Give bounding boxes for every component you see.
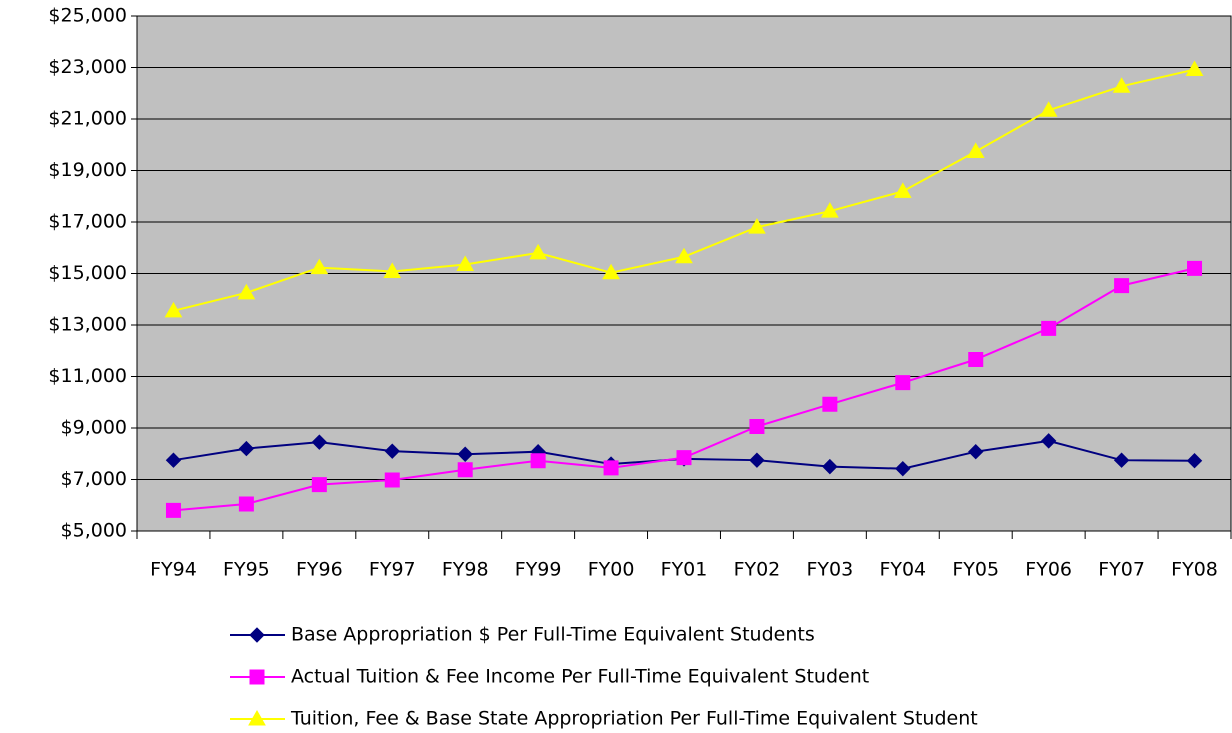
y-tick-label: $21,000 [48,108,127,130]
point-marker [165,452,182,468]
x-tick-label: FY97 [369,559,416,581]
point-marker [1041,320,1057,336]
y-tick-label: $11,000 [48,365,127,387]
x-tick-label: FY01 [661,559,708,581]
x-tick-label: FY02 [734,559,781,581]
point-marker [457,446,473,462]
point-marker [383,262,402,278]
point-marker [237,283,256,300]
point-marker [821,202,839,218]
point-marker [895,460,911,477]
point-marker [822,458,838,475]
legend-marker [249,627,265,643]
x-tick-label: FY08 [1171,559,1218,581]
x-tick-label: FY96 [296,559,343,581]
y-tick-label: $15,000 [48,262,127,284]
point-marker [311,434,328,450]
point-marker [749,452,765,468]
y-tick-label: $13,000 [48,314,127,336]
x-tick-label: FY06 [1025,559,1072,581]
point-marker [384,472,400,488]
point-marker [675,247,693,264]
legend-label: Tuition, Fee & Base State Appropriation … [290,708,978,730]
y-tick-label: $19,000 [48,159,127,181]
point-marker [529,243,547,260]
point-marker [895,375,911,391]
x-tick-label: FY05 [952,559,999,581]
legend-label: Base Appropriation $ Per Full-Time Equiv… [291,624,815,646]
x-tick-label: FY95 [223,559,270,581]
x-tick-label: FY07 [1098,559,1145,581]
point-marker [1039,101,1058,117]
point-marker [456,255,475,271]
point-marker [603,460,619,476]
point-marker [676,450,692,466]
point-marker [1187,260,1203,276]
legend-marker [248,709,266,726]
x-tick-label: FY94 [150,559,197,581]
point-marker [749,418,765,434]
point-marker [968,443,984,460]
point-marker [384,443,400,459]
legend-marker [249,669,265,685]
y-tick-label: $17,000 [48,211,127,233]
point-marker [822,396,838,412]
point-marker [748,218,766,234]
x-tick-label: FY99 [515,559,562,581]
point-marker [238,496,254,512]
point-marker [1112,77,1131,93]
legend-label: Actual Tuition & Fee Income Per Full-Tim… [291,666,869,688]
point-marker [1185,60,1204,77]
point-marker [1114,278,1130,294]
point-marker [893,182,912,198]
x-tick-label: FY98 [442,559,489,581]
y-tick-label: $5,000 [61,520,127,542]
x-tick-label: FY04 [879,559,926,581]
point-marker [966,142,985,158]
y-tick-label: $7,000 [61,468,127,490]
y-tick-label: $9,000 [61,417,127,439]
point-marker [602,263,620,280]
point-marker [311,477,327,493]
y-tick-label: $25,000 [48,5,127,27]
point-marker [530,453,546,469]
point-marker [1113,452,1130,468]
point-marker [1186,452,1203,469]
y-tick-label: $23,000 [48,56,127,78]
point-marker [238,440,255,457]
point-marker [968,352,984,368]
point-marker [310,258,329,275]
x-tick-label: FY03 [807,559,854,581]
point-marker [457,462,473,478]
point-marker [164,301,183,318]
point-marker [165,502,181,518]
point-marker [1040,433,1057,449]
x-tick-label: FY00 [588,559,635,581]
